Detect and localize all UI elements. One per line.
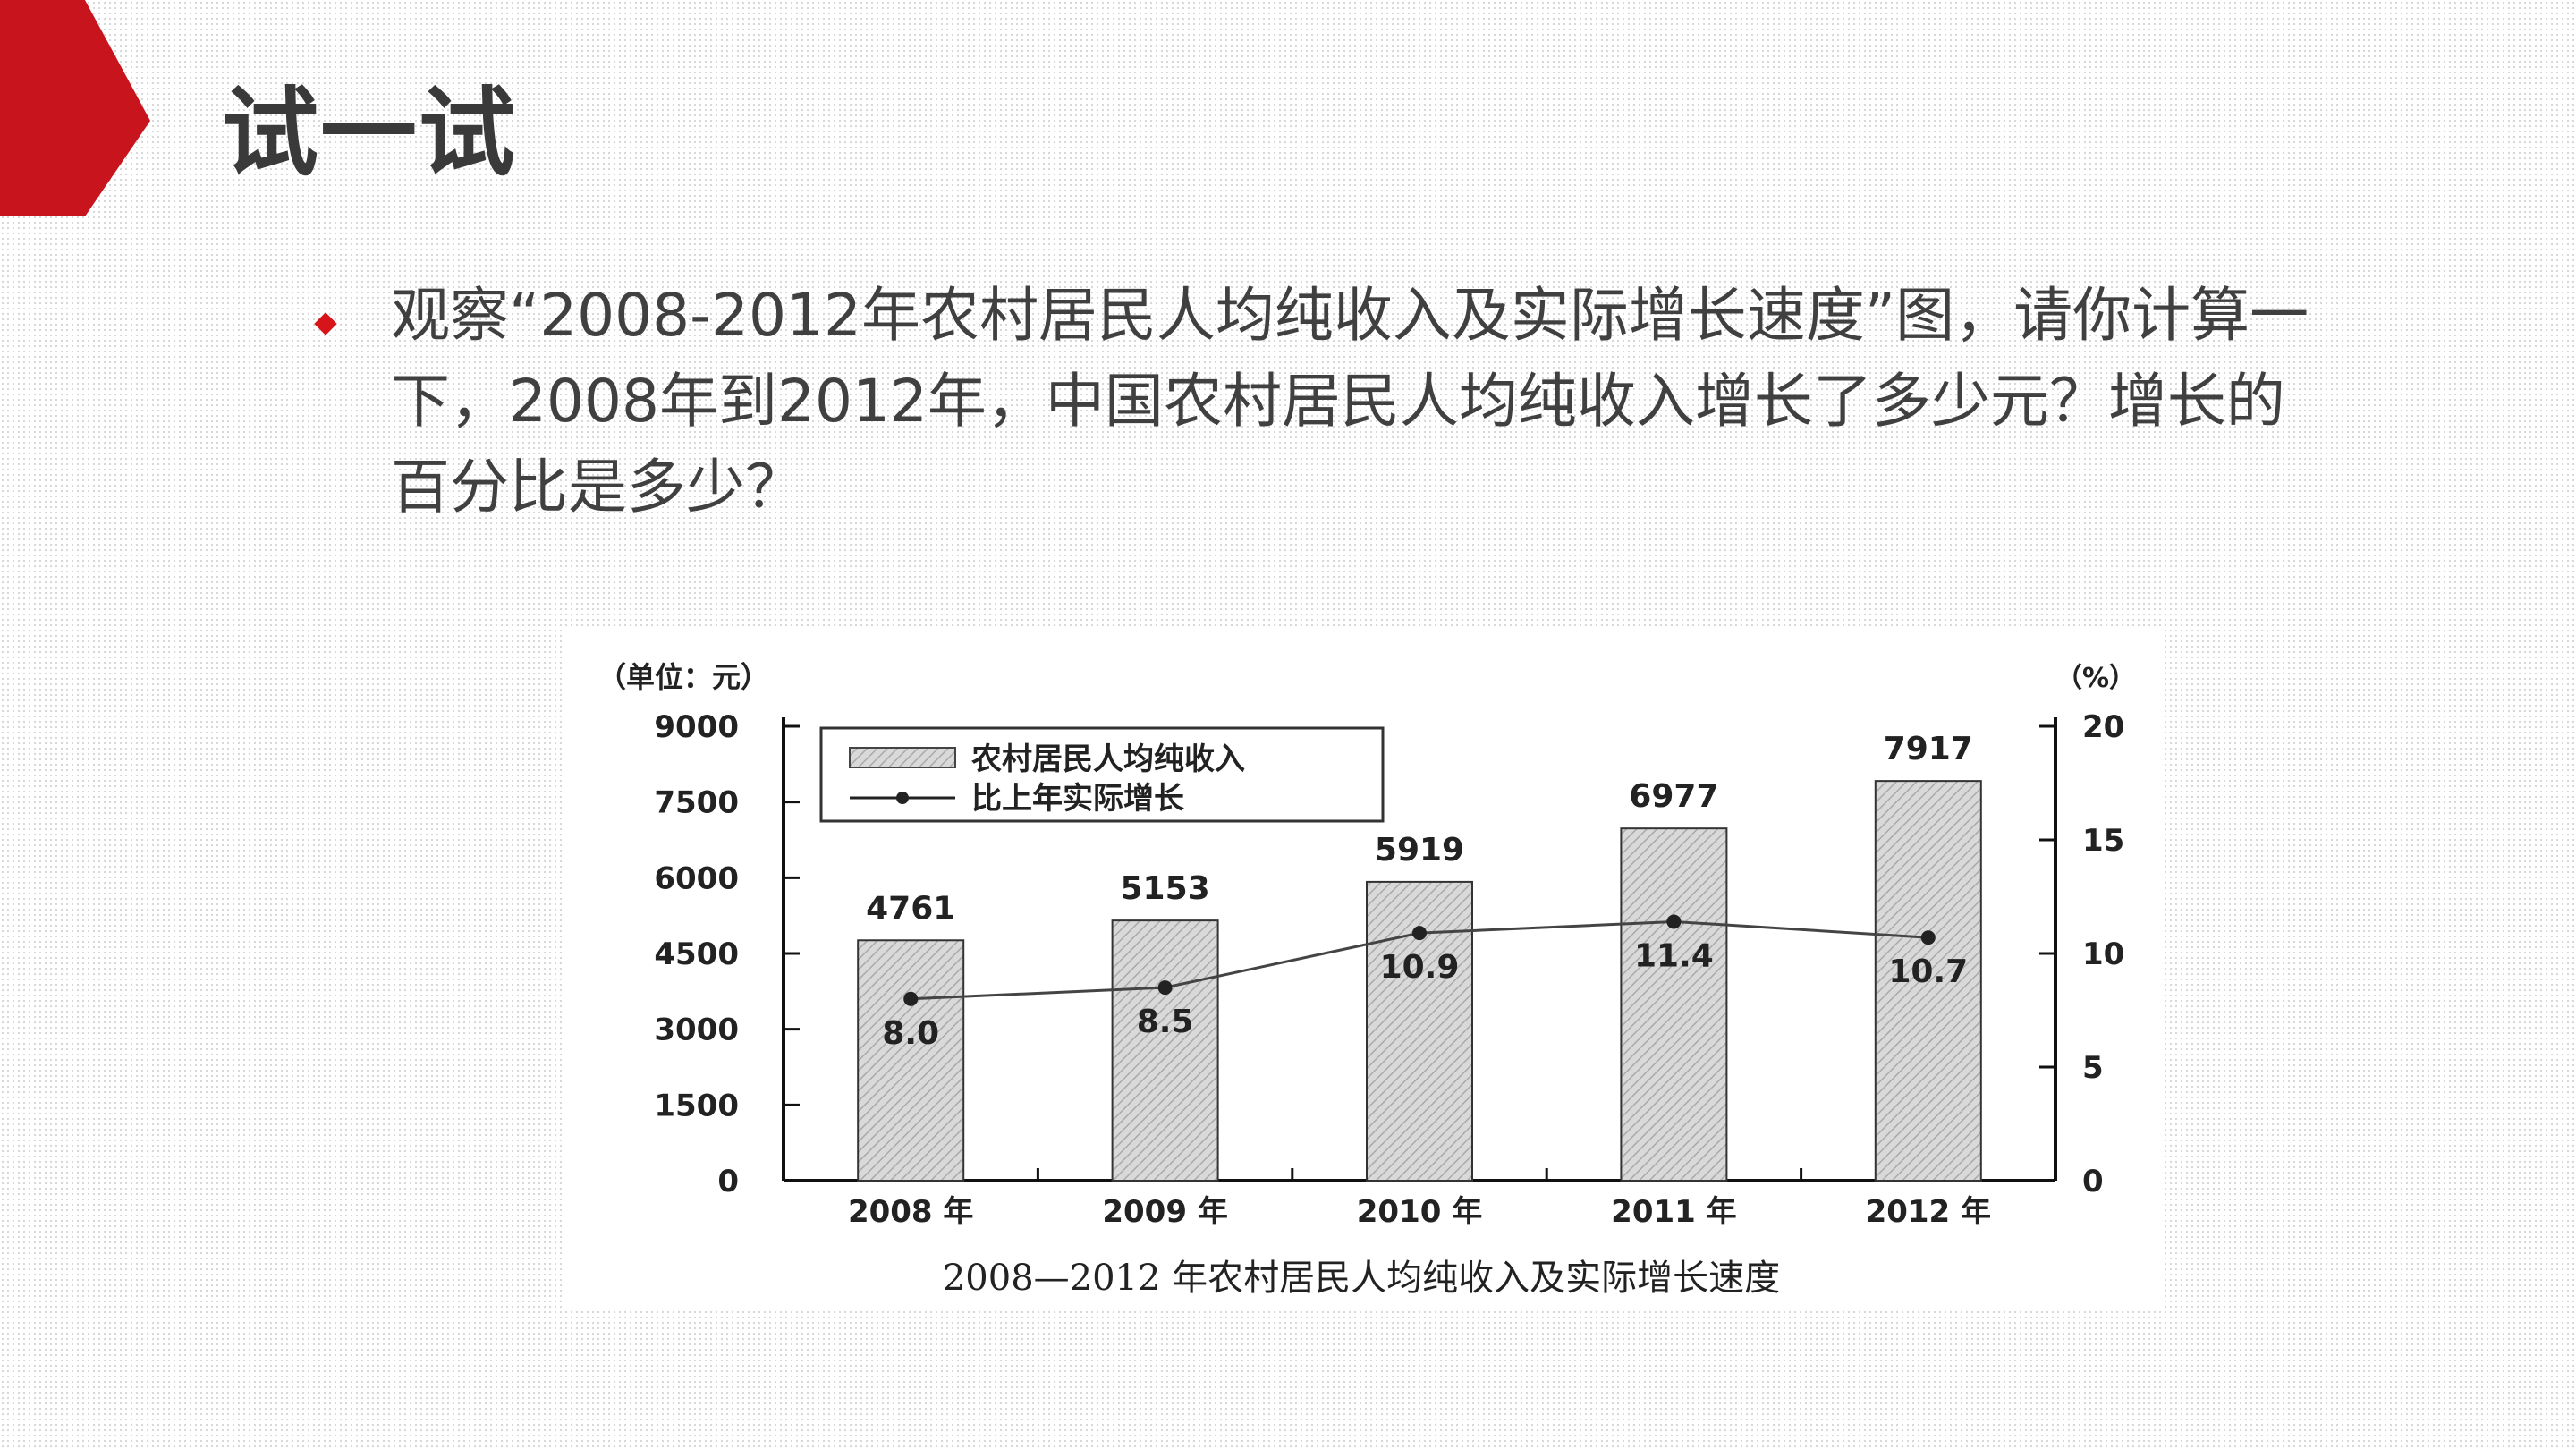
category-label: 2012 年	[1866, 1194, 1991, 1230]
growth-value-label: 10.9	[1380, 949, 1460, 986]
bullet-diamond-icon	[314, 312, 337, 335]
growth-value-label: 8.5	[1137, 1004, 1194, 1040]
income-bar	[1874, 780, 1982, 1182]
legend-bar-swatch	[849, 747, 956, 768]
bar-value-label: 5153	[1120, 870, 1209, 907]
left-tick-label: 0	[717, 1164, 739, 1199]
growth-point	[1920, 930, 1936, 945]
question-text: 观察“2008-2012年农村居民人均纯收入及实际增长速度”图，请你计算一下，2…	[391, 281, 2309, 521]
left-tick-label: 7500	[654, 785, 739, 821]
legend-line-label: 比上年实际增长	[971, 781, 1184, 817]
left-tick-label: 9000	[654, 709, 739, 745]
left-tick-label: 6000	[654, 860, 739, 896]
bar-value-label: 5919	[1375, 832, 1464, 869]
slide-title: 试一试	[222, 78, 518, 190]
growth-value-label: 8.0	[882, 1015, 939, 1052]
right-tick-label: 15	[2082, 823, 2124, 859]
income-bar	[1620, 827, 1728, 1182]
left-tick-label: 3000	[654, 1013, 739, 1048]
category-label: 2011 年	[1611, 1194, 1736, 1230]
growth-value-label: 10.7	[1888, 953, 1968, 990]
right-tick-label: 5	[2082, 1050, 2104, 1086]
chart-svg: 0 1500 3000 4500 6000 7500 9000 0 5 10 15 20 2008 年 2…	[597, 660, 2136, 1299]
category-label: 2008 年	[848, 1194, 973, 1230]
category-label: 2010 年	[1357, 1194, 1482, 1230]
bar-value-label: 4761	[866, 890, 955, 927]
left-tick-label: 1500	[654, 1088, 739, 1123]
legend-bar-label: 农村居民人均纯收入	[971, 741, 1245, 777]
bar-value-label: 6977	[1629, 778, 1718, 815]
right-tick-label: 0	[2082, 1164, 2104, 1199]
left-unit-label: （单位：元）	[597, 660, 769, 694]
legend-box	[819, 726, 1385, 823]
income-bar	[1111, 919, 1219, 1182]
legend-line-marker	[896, 792, 909, 804]
right-unit-label: （%）	[2055, 663, 2136, 694]
growth-point	[1412, 926, 1427, 941]
growth-point	[903, 991, 919, 1006]
chart-caption: 2008—2012 年农村居民人均纯收入及实际增长速度	[943, 1258, 1780, 1299]
right-tick-label: 10	[2082, 936, 2124, 972]
income-chart: 0 1500 3000 4500 6000 7500 9000 0 5 10 15 20 2008 年 2…	[562, 628, 2161, 1308]
corner-accent-triangle	[0, 0, 150, 216]
growth-point	[1157, 980, 1173, 996]
right-tick-label: 20	[2082, 709, 2124, 745]
bar-value-label: 7917	[1884, 731, 1973, 767]
income-bar	[857, 939, 965, 1182]
growth-value-label: 11.4	[1634, 937, 1714, 974]
left-tick-label: 4500	[654, 936, 739, 972]
category-label: 2009 年	[1102, 1194, 1227, 1230]
growth-point	[1666, 914, 1682, 929]
